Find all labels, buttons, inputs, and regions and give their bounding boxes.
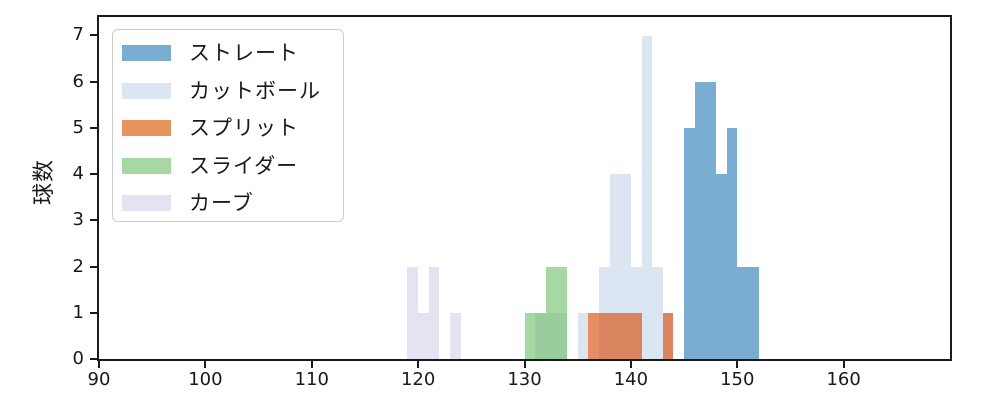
x-tick-label-130: 130 [507, 369, 542, 390]
hist-bar-スプリット-138 [609, 312, 621, 359]
hist-bar-スライダー-131 [535, 312, 546, 359]
y-tick-label-4: 4 [72, 163, 84, 185]
y-tick-label-5: 5 [72, 116, 84, 138]
x-tick-label-120: 120 [400, 369, 436, 390]
legend-label-スプリット: スプリット [189, 116, 299, 140]
legend-row-カーブ: カーブ [113, 184, 343, 222]
hist-bar-ストレート-145 [684, 127, 695, 359]
y-tick-label-7: 7 [72, 24, 84, 46]
hist-bar-スライダー-132 [545, 266, 557, 359]
y-tick-mark-1 [90, 311, 97, 314]
hist-bar-スプリット-136 [588, 312, 599, 359]
legend-label-カーブ: カーブ [189, 191, 254, 215]
y-tick-mark-3 [90, 219, 97, 222]
legend-row-スプリット: スプリット [113, 109, 343, 147]
hist-bar-ストレート-147 [705, 81, 716, 359]
x-tick-mark-110 [310, 361, 313, 368]
y-tick-label-0: 0 [72, 348, 84, 369]
hist-bar-カーブ-120 [418, 312, 429, 359]
x-tick-label-150: 150 [720, 369, 755, 390]
legend-label-スライダー: スライダー [189, 153, 299, 178]
hist-bar-スライダー-130 [524, 312, 536, 359]
hist-bar-スプリット-139 [620, 312, 631, 359]
hist-bar-ストレート-150 [737, 266, 748, 359]
hist-bar-カットボール-140 [630, 266, 642, 359]
hist-bar-ストレート-149 [726, 127, 738, 359]
legend-row-ストレート: ストレート [113, 34, 343, 72]
x-tick-mark-120 [417, 361, 420, 368]
x-tick-label-140: 140 [613, 369, 649, 390]
x-tick-mark-140 [629, 361, 632, 368]
legend-swatch-ストレート [122, 45, 171, 61]
y-tick-label-6: 6 [72, 70, 84, 92]
hist-bar-スプリット-140 [630, 312, 642, 359]
x-tick-label-90: 90 [87, 369, 111, 390]
x-tick-label-160: 160 [826, 369, 861, 390]
hist-bar-カットボール-142 [652, 266, 663, 359]
x-tick-mark-130 [523, 361, 526, 368]
hist-bar-ストレート-148 [715, 174, 727, 359]
hist-bar-スライダー-133 [556, 266, 568, 359]
y-tick-mark-0 [90, 358, 97, 360]
x-tick-label-110: 110 [294, 369, 329, 390]
x-tick-mark-150 [736, 361, 739, 368]
hist-bar-カットボール-137 [598, 266, 610, 359]
y-tick-mark-7 [90, 34, 97, 37]
hist-bar-カーブ-121 [428, 266, 440, 359]
hist-bar-ストレート-146 [694, 81, 706, 359]
x-tick-mark-160 [842, 361, 845, 368]
legend-box: ストレートカットボール スプリットスライダーカーブ [112, 29, 344, 222]
legend-swatch-カーブ [122, 195, 171, 211]
y-tick-mark-2 [90, 265, 97, 268]
hist-bar-ストレート-151 [747, 266, 759, 359]
legend-label-ストレート: ストレート [189, 41, 299, 65]
legend-row-カットボール: カットボール [113, 72, 343, 110]
hist-bar-カットボール-138 [609, 174, 621, 359]
hist-bar-スプリット-137 [598, 312, 610, 359]
y-tick-label-3: 3 [72, 209, 84, 231]
legend-label-カットボール: カットボール [189, 78, 321, 103]
y-tick-mark-5 [90, 126, 97, 129]
x-tick-label-100: 100 [188, 369, 223, 390]
hist-bar-カットボール-141 [641, 35, 653, 359]
y-tick-mark-6 [90, 80, 97, 83]
y-tick-label-1: 1 [72, 301, 84, 323]
legend-swatch-スプリット [122, 120, 171, 136]
x-tick-mark-100 [204, 361, 207, 368]
hist-bar-カーブ-119 [407, 266, 419, 359]
x-tick-mark-90 [98, 361, 100, 368]
hist-bar-カーブ-123 [450, 312, 461, 359]
hist-bar-カットボール-135 [577, 312, 589, 359]
y-tick-mark-4 [90, 173, 97, 176]
legend-row-スライダー: スライダー [113, 147, 343, 185]
legend-swatch-スライダー [122, 157, 171, 174]
y-tick-label-2: 2 [72, 255, 84, 277]
hist-bar-スプリット-143 [662, 312, 674, 359]
legend-swatch-カットボール [122, 82, 171, 99]
hist-bar-カットボール-139 [620, 174, 631, 359]
